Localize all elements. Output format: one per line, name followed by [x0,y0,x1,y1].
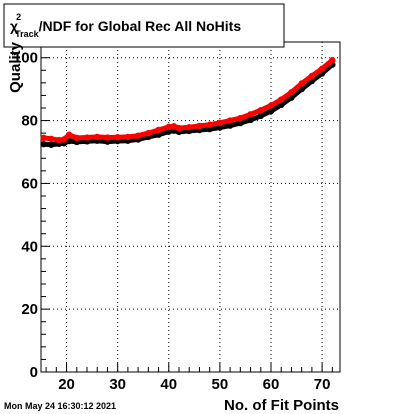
data-point [247,116,254,124]
data-point [257,112,264,120]
data-point [216,119,224,126]
x-tick-label: 40 [160,376,177,393]
data-point [278,96,285,103]
data-point [288,89,295,96]
tick-labels: 20 30 40 50 60 70 0 20 40 60 80 100 [13,50,330,393]
data-point [308,72,316,80]
data-point [175,124,183,132]
data-point [247,111,254,118]
data-point [73,134,80,142]
data-point [298,80,305,87]
data-point [124,133,132,141]
data-point [55,136,63,144]
x-axis-title: No. of Fit Points [224,397,339,414]
data-point [257,107,264,114]
data-point [186,123,193,131]
data-point [237,119,244,127]
data-point [216,124,224,131]
series-1 [40,57,336,144]
y-tick-label: 100 [13,50,38,67]
data-point [48,141,55,148]
data-point [267,107,275,115]
data-point [170,123,178,130]
x-tick-label: 50 [212,376,229,393]
data-point [60,136,68,143]
data-point [83,134,91,141]
title-box [3,3,285,48]
data-point [155,126,162,134]
chart-title: χ2 Track/NDF for Global Rec All NoHits [10,12,241,39]
x-tick-label: 60 [263,376,280,393]
data-point [134,132,142,139]
data-point [40,140,47,148]
data-point [206,125,213,133]
data-point [237,114,244,122]
y-axis-title: Quality [7,41,24,93]
data-point [145,129,152,137]
title-chi: χ [10,18,18,34]
y-tick-label: 0 [30,364,38,381]
data-point [104,134,111,141]
y-tick-label: 20 [21,301,38,318]
data-point [226,117,234,124]
data-point [155,131,162,138]
data-point [114,134,121,141]
data-point [329,57,336,64]
x-tick-label: 70 [314,376,331,393]
data-point [206,121,213,128]
y-tick-label: 60 [21,175,38,192]
title-main: /NDF for Global Rec All NoHits [39,18,242,34]
data-point [267,102,275,109]
data-point [318,65,326,72]
x-tick-label: 20 [58,376,75,393]
data-point [196,122,203,130]
data-point [165,123,172,131]
data-point [226,122,234,129]
title-subscript: Track [15,29,40,39]
x-tick-label: 30 [109,376,126,393]
title-superscript: 2 [16,12,21,22]
data-point [65,131,73,138]
y-tick-label: 40 [21,238,38,255]
data-point [94,133,101,141]
series-layer [40,57,336,148]
y-tick-label: 80 [21,113,38,130]
data-point [40,134,47,142]
data-point [48,135,55,142]
timestamp: Mon May 24 16:30:12 2021 [4,401,116,411]
